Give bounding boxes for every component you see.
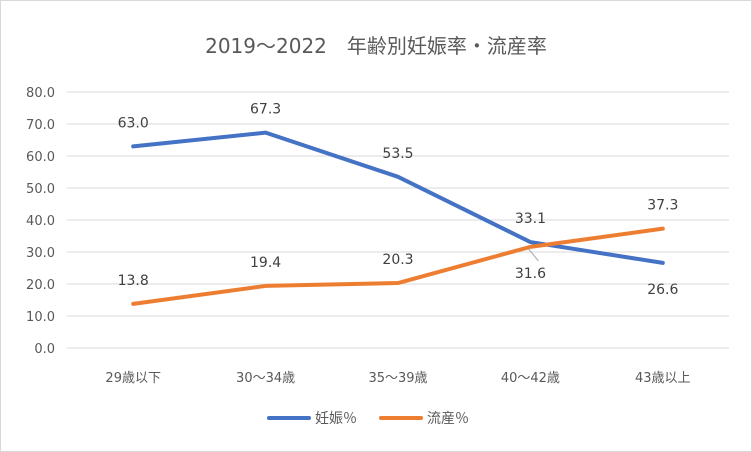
x-axis-ticks: 29歳以下 30～34歳 35～39歳 40～42歳 43歳以上 [105,371,690,386]
series-line-pregnancy [131,130,665,265]
gridlines [67,91,729,349]
x-tick-label: 29歳以下 [105,371,161,386]
data-label: 20.3 [382,252,413,268]
y-tick-label: 50.0 [26,182,55,197]
y-axis-ticks: 0.0 10.0 20.0 30.0 40.0 50.0 60.0 70.0 80.0 [26,86,55,357]
y-tick-label: 70.0 [26,118,55,133]
legend-label: 流産％ [427,411,469,427]
data-label: 13.8 [118,273,149,289]
legend-label: 妊娠％ [315,411,357,427]
data-label: 19.4 [250,255,281,271]
leader-line [528,248,539,262]
y-tick-label: 0.0 [34,342,55,357]
data-label: 33.1 [515,211,546,227]
series-lines [131,130,665,306]
x-tick-label: 30～34歳 [236,371,295,386]
x-tick-label: 35～39歳 [368,371,427,386]
y-tick-label: 20.0 [26,278,55,293]
data-label: 26.6 [647,282,678,298]
x-tick-label: 40～42歳 [501,371,560,386]
legend: 妊娠％ 流産％ [267,411,469,427]
x-tick-label: 43歳以上 [635,371,691,386]
y-tick-label: 30.0 [26,246,55,261]
y-tick-label: 60.0 [26,150,55,165]
data-label: 53.5 [382,146,413,162]
chart-title: 2019～2022 年齢別妊娠率・流産率 [205,34,547,58]
series-line-miscarriage [131,226,665,306]
data-label: 37.3 [647,198,678,214]
data-label: 63.0 [118,115,149,131]
y-tick-label: 40.0 [26,214,55,229]
y-tick-label: 80.0 [26,86,55,101]
data-labels: 63.0 67.3 53.5 33.1 26.6 13.8 19.4 20.3 31.6 37.3 [118,102,679,298]
data-label: 31.6 [515,266,546,282]
y-tick-label: 10.0 [26,310,55,325]
data-label: 67.3 [250,102,281,118]
